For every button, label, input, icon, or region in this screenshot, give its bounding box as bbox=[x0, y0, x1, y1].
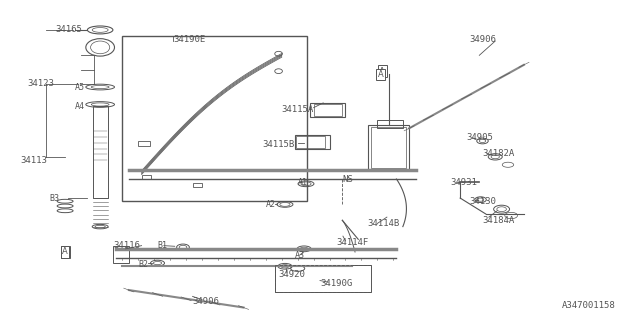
Text: 34190G: 34190G bbox=[320, 279, 352, 288]
Text: A: A bbox=[62, 247, 68, 257]
Text: A347001158: A347001158 bbox=[562, 301, 616, 310]
Text: A4: A4 bbox=[75, 101, 84, 111]
Text: 34114F: 34114F bbox=[336, 238, 368, 247]
Bar bbox=[314, 104, 342, 116]
Bar bbox=[310, 103, 346, 117]
Bar bbox=[193, 183, 202, 187]
Bar bbox=[275, 265, 371, 292]
Text: A5: A5 bbox=[75, 83, 84, 92]
Text: 34906: 34906 bbox=[470, 35, 497, 44]
Bar bbox=[93, 106, 108, 198]
Bar bbox=[368, 125, 409, 170]
Text: 34115B: 34115B bbox=[262, 140, 295, 148]
Text: 34184A: 34184A bbox=[483, 216, 515, 225]
Text: 34116: 34116 bbox=[113, 241, 140, 250]
Bar bbox=[294, 135, 330, 149]
Bar bbox=[138, 141, 150, 146]
Text: 34931: 34931 bbox=[451, 178, 477, 187]
Bar bbox=[296, 136, 325, 148]
Text: NS: NS bbox=[342, 174, 353, 184]
Bar bbox=[113, 246, 129, 263]
Text: 34115A: 34115A bbox=[282, 105, 314, 114]
Text: A2: A2 bbox=[266, 200, 276, 209]
Text: 34920: 34920 bbox=[278, 270, 305, 279]
Text: 34114B: 34114B bbox=[368, 219, 400, 228]
Text: A1: A1 bbox=[298, 178, 308, 187]
Text: 34130: 34130 bbox=[470, 197, 497, 206]
Text: A3: A3 bbox=[294, 251, 305, 260]
Bar bbox=[378, 120, 403, 128]
Bar bbox=[371, 127, 406, 168]
Bar bbox=[122, 36, 307, 201]
Bar bbox=[141, 175, 151, 179]
Text: 34906: 34906 bbox=[193, 297, 220, 306]
Text: A: A bbox=[378, 70, 383, 79]
Text: A: A bbox=[380, 67, 385, 76]
Text: 34905: 34905 bbox=[467, 133, 493, 142]
Text: B1: B1 bbox=[157, 241, 168, 250]
Text: 34165: 34165 bbox=[56, 25, 83, 35]
Text: 34123: 34123 bbox=[27, 79, 54, 88]
Text: A: A bbox=[62, 247, 68, 257]
Text: 34182A: 34182A bbox=[483, 149, 515, 158]
Text: 34190E: 34190E bbox=[173, 35, 205, 44]
Text: B2: B2 bbox=[138, 260, 148, 269]
Text: B3: B3 bbox=[49, 194, 59, 203]
Text: 34113: 34113 bbox=[20, 156, 47, 164]
